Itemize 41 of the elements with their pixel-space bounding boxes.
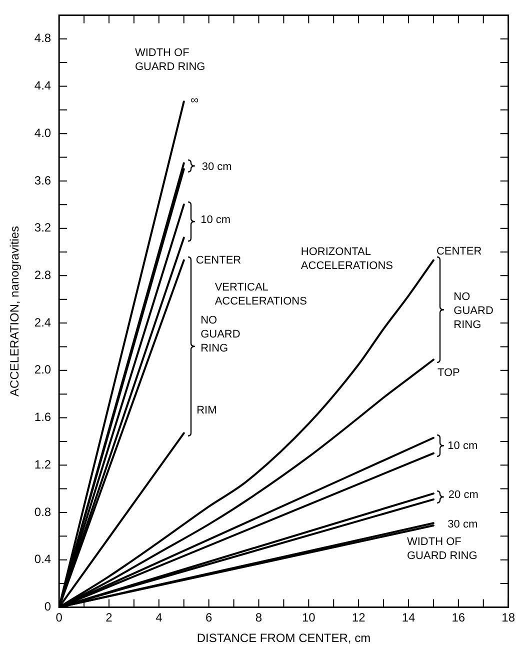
x-tick-label: 6 (205, 610, 212, 625)
annotation: CENTER (196, 254, 242, 266)
annotation: NO GUARD RING (200, 314, 240, 355)
y-tick-label: 0.4 (34, 552, 52, 566)
annotation: ∞ (190, 94, 199, 106)
y-tick-label: 1.2 (34, 457, 52, 472)
annotation: WIDTH OF GUARD RING (406, 536, 478, 562)
x-tick-label: 18 (502, 610, 516, 625)
x-tick-label: 8 (255, 610, 262, 625)
y-tick-label: 4.4 (34, 78, 52, 93)
x-tick-label: 2 (106, 610, 113, 625)
y-tick-label: 0 (44, 600, 52, 614)
x-tick-label: 10 (302, 610, 316, 625)
y-tick-label: 3.2 (34, 220, 52, 235)
y-axis-title: ACCELERATION, nanogravities (8, 226, 22, 396)
annotation: RIM (196, 404, 217, 417)
annotation: 10 cm (200, 214, 231, 226)
annotation: NO GUARD RING (454, 291, 494, 332)
x-tick-label: 4 (156, 610, 163, 625)
x-tick-label: 0 (56, 610, 63, 625)
x-tick-label: 12 (352, 610, 366, 625)
annotation: 30 cm (202, 160, 232, 173)
annotation: 30 cm (448, 518, 478, 530)
y-tick-label: 3.6 (34, 173, 52, 188)
annotation: VERTICAL ACCELERATIONS (214, 282, 307, 308)
y-tick-label: 4.8 (34, 31, 52, 46)
y-tick-label: 2.0 (34, 362, 52, 377)
y-tick-label: 4.0 (34, 126, 52, 140)
annotation: 20 cm (448, 488, 478, 501)
annotation: TOP (437, 366, 460, 379)
x-axis-title: DISTANCE FROM CENTER, cm (196, 631, 371, 646)
x-tick-label: 16 (452, 610, 466, 625)
y-tick-label: 0.8 (34, 504, 52, 519)
annotation: 10 cm (448, 440, 478, 452)
annotation: HORIZONTAL ACCELERATIONS (300, 246, 394, 272)
x-tick-label: 14 (402, 610, 416, 625)
y-tick-label: 2.8 (34, 268, 52, 282)
annotation: CENTER (436, 245, 482, 258)
y-tick-label: 2.4 (34, 315, 52, 330)
annotation: WIDTH OF GUARD RING (134, 47, 206, 74)
y-tick-label: 1.6 (34, 410, 52, 424)
